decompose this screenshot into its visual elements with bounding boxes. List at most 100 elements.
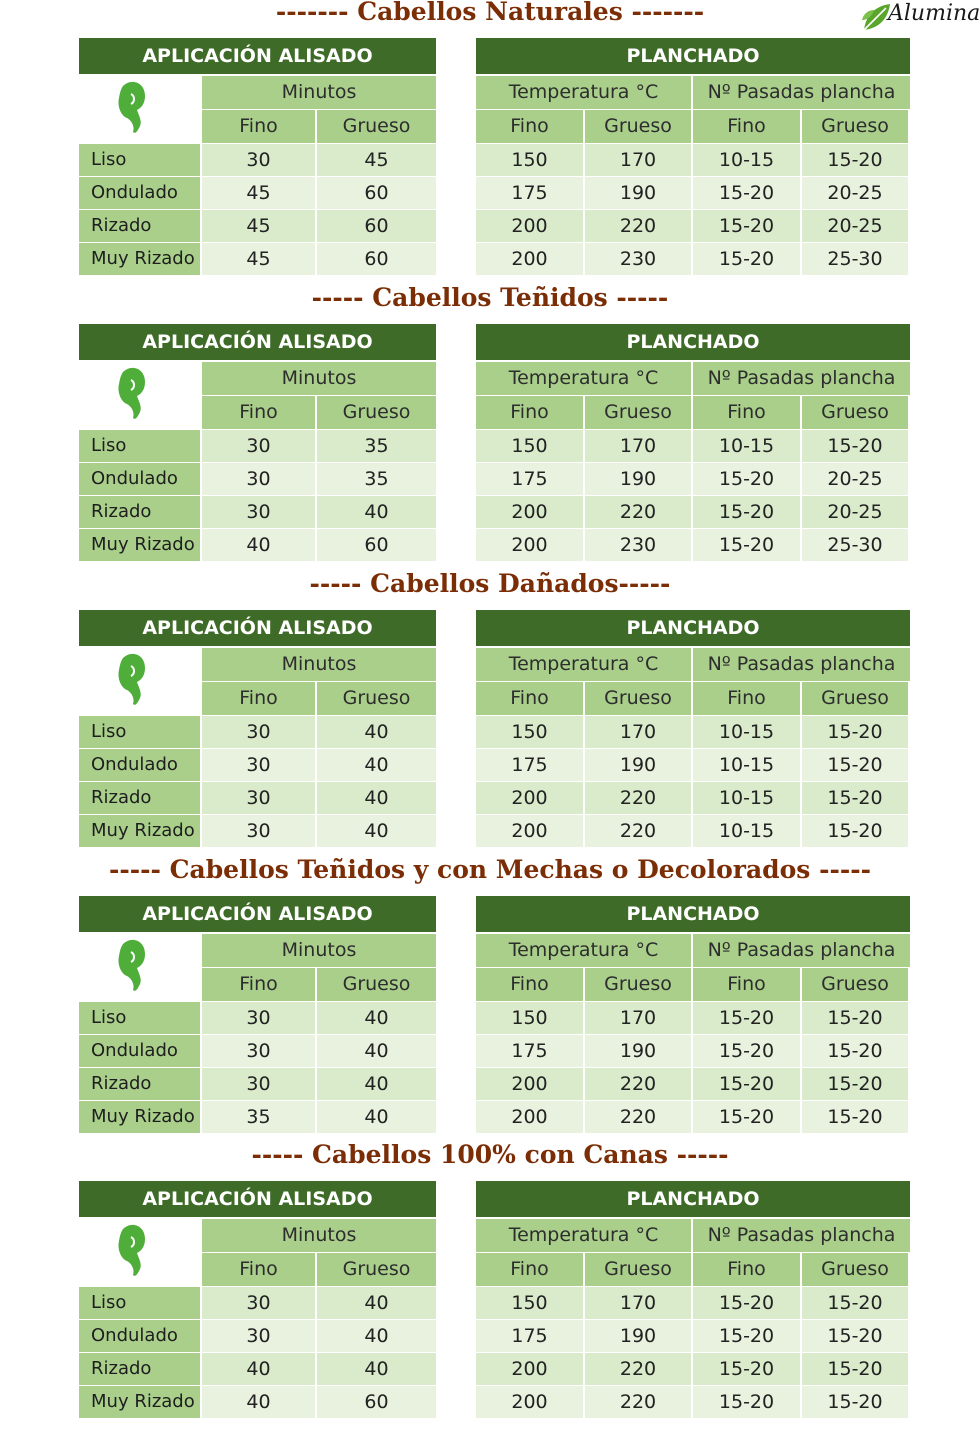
pasadas-header: Nº Pasadas plancha [693,76,910,109]
temp-fino-cell: 175 [476,177,583,209]
temperatura-header: Temperatura °C [476,362,691,395]
grueso-header: Grueso [802,968,908,1001]
temp-fino-cell: 200 [476,529,583,561]
temp-grueso-cell: 220 [585,496,691,528]
temp-grueso-cell: 230 [585,529,691,561]
minutes-fino-cell: 30 [202,144,315,176]
passes-fino-cell: 10-15 [693,430,800,462]
brand-name: Aluminalia [888,1,980,26]
temp-grueso-cell: 190 [585,1035,691,1067]
minutes-grueso-cell: 40 [317,782,436,814]
temp-grueso-cell: 170 [585,716,691,748]
row-label: Liso [79,716,200,748]
row-label: Muy Rizado [79,815,200,847]
fino-header: Fino [476,110,583,143]
minutes-fino-cell: 30 [202,815,315,847]
aplicacion-alisado-header: APLICACIÓN ALISADO [79,610,436,646]
grueso-header: Grueso [585,396,691,429]
temp-grueso-cell: 170 [585,430,691,462]
passes-fino-cell: 15-20 [693,177,800,209]
minutes-fino-cell: 30 [202,463,315,495]
temp-fino-cell: 200 [476,1353,583,1385]
passes-fino-cell: 10-15 [693,782,800,814]
passes-fino-cell: 10-15 [693,815,800,847]
minutos-header: Minutos [202,934,436,967]
temp-fino-cell: 150 [476,430,583,462]
temp-grueso-cell: 190 [585,1320,691,1352]
grueso-header: Grueso [317,110,436,143]
temp-fino-cell: 150 [476,1287,583,1319]
temperatura-header: Temperatura °C [476,76,691,109]
passes-grueso-cell: 15-20 [802,1068,908,1100]
fino-header: Fino [476,1253,583,1286]
temp-grueso-cell: 190 [585,177,691,209]
aplicacion-alisado-header: APLICACIÓN ALISADO [79,1181,436,1217]
passes-fino-cell: 15-20 [693,1287,800,1319]
temp-fino-cell: 150 [476,716,583,748]
temp-fino-cell: 200 [476,782,583,814]
temp-fino-cell: 200 [476,1068,583,1100]
passes-fino-cell: 15-20 [693,243,800,275]
grueso-header: Grueso [802,396,908,429]
row-label: Ondulado [79,1320,200,1352]
section-4: ----- Cabellos 100% con Canas ----- APLIC… [0,1140,980,1431]
minutes-grueso-cell: 40 [317,496,436,528]
passes-fino-cell: 15-20 [693,496,800,528]
passes-fino-cell: 15-20 [693,1068,800,1100]
temp-fino-cell: 150 [476,144,583,176]
grueso-header: Grueso [585,110,691,143]
fino-header: Fino [693,1253,800,1286]
temp-fino-cell: 200 [476,243,583,275]
grueso-header: Grueso [802,682,908,715]
minutes-grueso-cell: 40 [317,1287,436,1319]
minutes-grueso-cell: 40 [317,1320,436,1352]
passes-grueso-cell: 25-30 [802,529,908,561]
temp-grueso-cell: 230 [585,243,691,275]
row-label: Liso [79,1002,200,1034]
row-label: Muy Rizado [79,529,200,561]
fino-header: Fino [202,968,315,1001]
minutes-fino-cell: 30 [202,749,315,781]
minutes-fino-cell: 30 [202,1287,315,1319]
temperatura-header: Temperatura °C [476,934,691,967]
minutes-grueso-cell: 40 [317,1002,436,1034]
minutes-grueso-cell: 60 [317,177,436,209]
head-silhouette-icon [79,362,200,428]
row-label: Ondulado [79,749,200,781]
passes-fino-cell: 15-20 [693,210,800,242]
section-title: ----- Cabellos 100% con Canas ----- [251,1140,729,1169]
row-label: Rizado [79,496,200,528]
leaf-icon [862,4,890,31]
grueso-header: Grueso [317,682,436,715]
minutos-header: Minutos [202,362,436,395]
minutes-fino-cell: 40 [202,529,315,561]
passes-fino-cell: 15-20 [693,463,800,495]
temp-grueso-cell: 220 [585,1068,691,1100]
planchado-header: PLANCHADO [476,1181,910,1217]
passes-grueso-cell: 15-20 [802,1002,908,1034]
temperatura-header: Temperatura °C [476,648,691,681]
fino-header: Fino [476,682,583,715]
fino-header: Fino [693,682,800,715]
grueso-header: Grueso [317,968,436,1001]
passes-grueso-cell: 20-25 [802,210,908,242]
temperatura-header: Temperatura °C [476,1219,691,1252]
grueso-header: Grueso [317,1253,436,1286]
minutes-fino-cell: 30 [202,716,315,748]
section-title: ------- Cabellos Naturales ------- [275,0,705,26]
temp-grueso-cell: 220 [585,815,691,847]
minutes-fino-cell: 40 [202,1386,315,1418]
pasadas-header: Nº Pasadas plancha [693,362,910,395]
row-label: Muy Rizado [79,1101,200,1133]
row-label: Liso [79,1287,200,1319]
aplicacion-alisado-header: APLICACIÓN ALISADO [79,896,436,932]
row-label: Ondulado [79,177,200,209]
row-label: Ondulado [79,1035,200,1067]
minutes-fino-cell: 45 [202,177,315,209]
temp-fino-cell: 200 [476,210,583,242]
minutes-grueso-cell: 60 [317,243,436,275]
row-label: Rizado [79,210,200,242]
passes-fino-cell: 10-15 [693,716,800,748]
passes-grueso-cell: 25-30 [802,243,908,275]
head-silhouette-icon [79,1219,200,1285]
